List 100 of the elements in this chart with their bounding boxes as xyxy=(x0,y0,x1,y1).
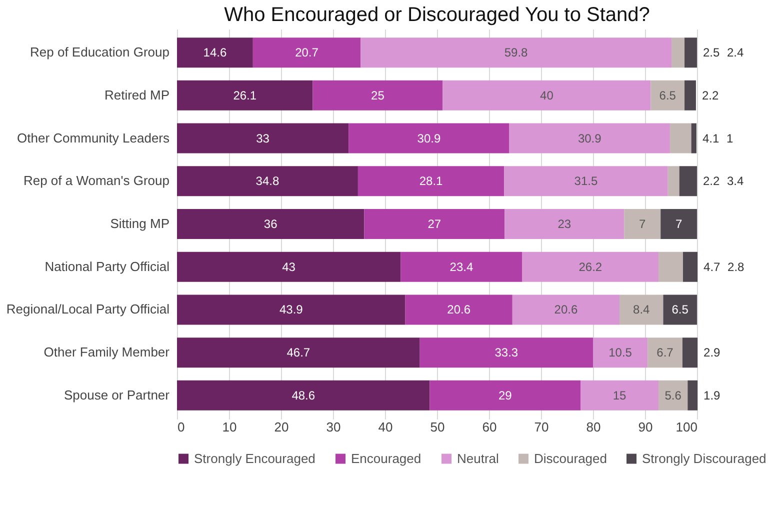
bar xyxy=(684,80,696,110)
y-tick-label: Other Community Leaders xyxy=(17,130,170,146)
data-label: 10.5 xyxy=(608,346,632,360)
x-tick-label: 10 xyxy=(222,420,237,434)
bar xyxy=(580,380,659,410)
data-label: 14.6 xyxy=(203,46,227,60)
bar xyxy=(658,252,683,282)
bar xyxy=(688,380,698,410)
y-tick-label: Spouse or Partner xyxy=(64,387,170,402)
data-label: 2.4 xyxy=(727,46,744,60)
y-tick-label: Other Family Member xyxy=(44,344,170,360)
bar xyxy=(672,38,685,68)
bar xyxy=(400,252,522,282)
x-tick-label: 0 xyxy=(178,420,185,434)
bar xyxy=(522,252,659,282)
y-tick-label: Rep of Education Group xyxy=(30,44,170,60)
bar xyxy=(620,294,664,325)
legend-label: Encouraged xyxy=(351,450,422,466)
bar xyxy=(405,294,512,325)
bar xyxy=(252,38,361,68)
x-tick-label: 30 xyxy=(326,420,341,434)
data-label: 26.1 xyxy=(233,88,257,102)
bar xyxy=(670,123,692,154)
data-label: 1 xyxy=(726,131,734,146)
data-label: 7 xyxy=(675,217,682,231)
bar xyxy=(177,209,364,239)
bar xyxy=(442,80,651,110)
data-label: 46.7 xyxy=(286,346,310,360)
data-label: 6.7 xyxy=(656,346,674,360)
data-label: 8.4 xyxy=(633,302,650,317)
bar xyxy=(668,166,680,196)
bar xyxy=(177,38,253,68)
data-label: 33.3 xyxy=(494,346,518,360)
legend-label: Discouraged xyxy=(534,450,607,466)
data-label: 23.4 xyxy=(450,260,474,274)
data-label: 15 xyxy=(612,388,627,402)
x-tick-label: 80 xyxy=(586,420,601,434)
bar xyxy=(504,166,668,196)
data-label: 36 xyxy=(264,217,278,231)
y-tick-label: Sitting MP xyxy=(110,216,170,231)
data-label: 6.5 xyxy=(659,88,676,102)
data-label: 4.1 xyxy=(702,131,720,146)
bar xyxy=(364,209,505,239)
bar xyxy=(624,209,661,239)
bar xyxy=(679,166,697,196)
legend-label: Strongly Encouraged xyxy=(194,450,316,466)
data-label: 1.9 xyxy=(704,388,721,402)
data-label: 6.5 xyxy=(672,302,689,317)
data-label: 4.7 xyxy=(704,260,721,274)
bar xyxy=(312,80,443,110)
bar xyxy=(509,123,670,154)
data-label: 7 xyxy=(639,217,646,231)
data-label: 59.8 xyxy=(504,46,528,60)
bar xyxy=(650,80,685,110)
data-label: 2.2 xyxy=(703,174,720,188)
bar xyxy=(358,166,504,196)
y-tick-label: Retired MP xyxy=(104,87,170,102)
data-label: 25 xyxy=(371,88,385,102)
bar xyxy=(593,338,648,368)
data-label: 2.5 xyxy=(703,46,720,60)
chart-title: Who Encouraged or Discouraged You to Stand? xyxy=(224,4,650,26)
bar xyxy=(684,38,697,68)
bar xyxy=(691,123,696,154)
bar xyxy=(177,166,358,196)
bar xyxy=(177,380,430,410)
x-tick-label: 90 xyxy=(638,420,653,434)
bar xyxy=(177,123,349,154)
legend-label: Neutral xyxy=(457,450,500,466)
y-tick-label: Regional/Local Party Official xyxy=(6,302,170,317)
bar xyxy=(348,123,510,154)
data-label: 48.6 xyxy=(292,388,316,402)
bar xyxy=(682,252,698,282)
data-label: 20.6 xyxy=(447,302,471,317)
bar xyxy=(663,294,697,325)
data-label: 40 xyxy=(540,88,554,102)
data-label: 30.9 xyxy=(578,131,602,146)
bar xyxy=(658,380,688,410)
legend-label: Strongly Discouraged xyxy=(642,450,766,466)
data-label: 23 xyxy=(558,217,572,231)
data-label: 43.9 xyxy=(279,302,304,317)
x-tick-label: 70 xyxy=(534,420,549,434)
x-tick-label: 60 xyxy=(482,420,497,434)
bar xyxy=(420,338,593,368)
x-tick-label: 40 xyxy=(378,420,393,434)
bar xyxy=(177,252,401,282)
data-label: 20.6 xyxy=(554,302,578,317)
data-label: 31.5 xyxy=(574,174,598,188)
data-label: 3.4 xyxy=(727,174,744,188)
bar xyxy=(177,338,420,368)
x-tick-label: 50 xyxy=(430,420,445,434)
data-label: 27 xyxy=(428,217,442,231)
data-label: 2.2 xyxy=(702,88,719,102)
data-label: 2.8 xyxy=(728,260,745,274)
data-label: 33 xyxy=(256,131,270,146)
bar xyxy=(360,38,672,68)
data-label: 29 xyxy=(498,388,512,402)
bar xyxy=(648,338,682,368)
bar xyxy=(504,209,624,239)
y-tick-label: Rep of a Woman's Group xyxy=(23,173,170,188)
data-label: 43 xyxy=(282,260,296,274)
